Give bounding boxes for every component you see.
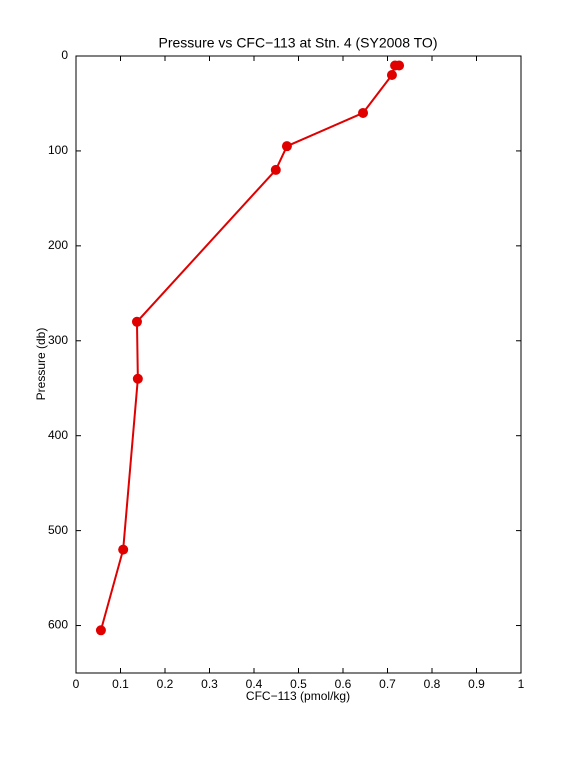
data-point xyxy=(118,544,129,555)
data-point xyxy=(270,164,281,175)
y-tick-label: 600 xyxy=(48,618,68,632)
x-tick-label: 0.2 xyxy=(157,677,174,691)
y-tick-label: 0 xyxy=(61,48,68,62)
y-tick-label: 300 xyxy=(48,333,68,347)
x-tick-label: 0.9 xyxy=(468,677,485,691)
x-tick-label: 0.7 xyxy=(379,677,396,691)
x-tick-label: 0.5 xyxy=(290,677,307,691)
data-point xyxy=(390,60,401,71)
data-point xyxy=(95,625,106,636)
x-tick-label: 0.8 xyxy=(424,677,441,691)
data-point xyxy=(386,69,397,80)
y-axis-label: Pressure (db) xyxy=(34,328,48,401)
y-tick-label: 100 xyxy=(48,143,68,157)
data-point xyxy=(132,373,143,384)
y-tick-label: 200 xyxy=(48,238,68,252)
x-tick-label: 0.1 xyxy=(112,677,129,691)
chart-title: Pressure vs CFC−113 at Stn. 4 (SY2008 TO… xyxy=(159,35,438,51)
x-axis-label: CFC−113 (pmol/kg) xyxy=(246,689,350,703)
data-point xyxy=(358,107,369,118)
data-point xyxy=(281,141,292,152)
y-tick-label: 500 xyxy=(48,523,68,537)
x-tick-label: 0.3 xyxy=(201,677,218,691)
y-tick-label: 400 xyxy=(48,428,68,442)
x-tick-label: 1 xyxy=(518,677,525,691)
x-tick-label: 0 xyxy=(73,677,80,691)
x-tick-label: 0.6 xyxy=(335,677,352,691)
data-point xyxy=(131,316,142,327)
x-tick-label: 0.4 xyxy=(246,677,263,691)
